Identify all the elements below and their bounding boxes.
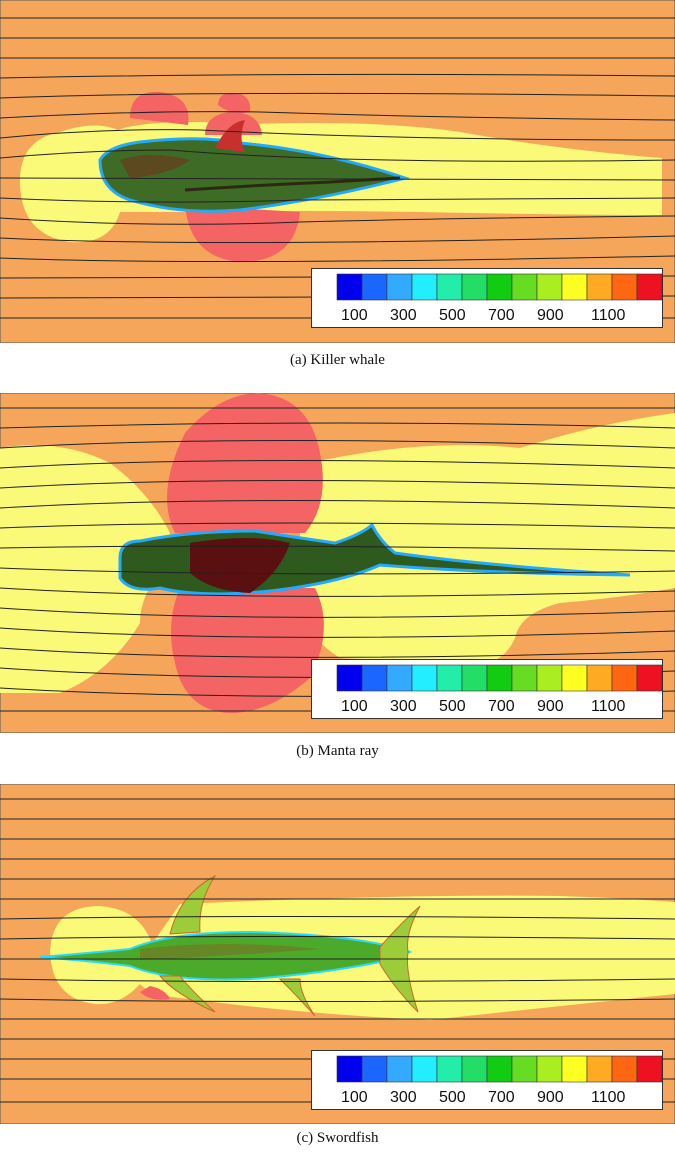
caption-c: (c) Swordfish [296,1130,379,1146]
colorbar-tick-label: 100 [341,1089,368,1106]
colorbar-swatch [636,273,663,301]
colorbar-swatch [586,273,613,301]
colorbar-swatch [636,1055,663,1083]
dorsal-fin [169,874,217,935]
caption-b: (b) Manta ray [296,743,379,759]
body-shading [120,155,190,178]
body-dark-region [190,538,290,593]
dorsal-fin [215,120,245,152]
colorbar-swatch [586,1055,613,1083]
colorbar-swatch [436,1055,463,1083]
colorbar-swatch [511,273,538,301]
colorbar-swatches [336,273,663,301]
colorbar-swatches [336,664,663,692]
colorbar-tick-label: 500 [439,307,466,324]
colorbar-swatch [611,273,638,301]
colorbar-swatch [411,664,438,692]
colorbar-swatch [411,273,438,301]
colorbar-swatch [461,664,488,692]
anal-fin [278,978,316,1017]
colorbar-swatch [361,1055,388,1083]
colorbar-swatch [436,664,463,692]
colorbar-tick-label: 1100 [591,1089,626,1106]
colorbar-a: 100 300 500 700 900 1100 [311,268,663,328]
red-region-top-1 [130,91,189,125]
colorbar-swatch [386,664,413,692]
red-region-bottom [185,205,300,262]
colorbar-swatch [636,664,663,692]
swordfish-body [39,930,413,981]
colorbar-swatch [511,1055,538,1083]
colorbar-tick-label: 900 [537,698,564,715]
colorbar-tick-label: 900 [537,1089,564,1106]
colorbar-tick-label: 700 [488,698,515,715]
streamlines [0,407,675,712]
colorbar-swatch [336,1055,363,1083]
colorbar-swatch [611,664,638,692]
colorbar-swatch [561,1055,588,1083]
colorbar-swatch [536,1055,563,1083]
colorbar-swatch [386,1055,413,1083]
panel-killer-whale: 100 300 500 700 900 1100 [0,0,675,343]
killer-whale-body [98,137,411,213]
colorbar-c: 100 300 500 700 900 1100 [311,1050,663,1110]
colorbar-tick-label: 1100 [591,698,626,715]
caption-a: (a) Killer whale [290,352,385,368]
colorbar-swatch [336,273,363,301]
colorbar-swatch [361,664,388,692]
panel-swordfish: 100 300 500 700 900 1100 [0,784,675,1124]
colorbar-tick-label: 500 [439,698,466,715]
colorbar-tick-label: 900 [537,307,564,324]
colorbar-labels: 100 300 500 700 900 1100 [341,1089,626,1106]
colorbar-swatch [486,1055,513,1083]
colorbar-tick-label: 100 [341,307,368,324]
colorbar-swatch [561,664,588,692]
red-region-top-2 [205,112,262,135]
body-line [184,176,401,192]
colorbar-swatches [336,1055,663,1083]
red-region-top-3 [218,92,251,114]
colorbar-swatch [361,273,388,301]
red-region [140,986,170,1000]
colorbar-swatch [461,1055,488,1083]
colorbar-swatch [536,273,563,301]
colorbar-swatch [486,664,513,692]
red-region-bottom [171,588,324,713]
panel-manta-ray: 100 300 500 700 900 1100 [0,393,675,733]
colorbar-tick-label: 300 [390,698,417,715]
colorbar-swatch [511,664,538,692]
red-region-top [167,393,323,533]
colorbar-labels: 100 300 500 700 900 1100 [341,307,626,324]
colorbar-tick-label: 500 [439,1089,466,1106]
colorbar-swatch [336,664,363,692]
colorbar-swatch [536,664,563,692]
colorbar-swatch [436,273,463,301]
killer-whale-flow-field [0,0,675,343]
colorbar-tick-label: 300 [390,307,417,324]
pectoral-fin [158,975,216,1013]
colorbar-tick-label: 700 [488,1089,515,1106]
colorbar-swatch [586,664,613,692]
colorbar-swatch [611,1055,638,1083]
colorbar-labels: 100 300 500 700 900 1100 [341,698,626,715]
body-shading [140,944,320,960]
colorbar-tick-label: 100 [341,698,368,715]
colorbar-swatch [561,273,588,301]
colorbar-swatch [386,273,413,301]
colorbar-swatch [486,273,513,301]
colorbar-swatch [411,1055,438,1083]
colorbar-tick-label: 300 [390,1089,417,1106]
colorbar-tick-label: 700 [488,307,515,324]
colorbar-swatch [461,273,488,301]
colorbar-b: 100 300 500 700 900 1100 [311,659,663,719]
yellow-region-right [300,413,675,666]
colorbar-tick-label: 1100 [591,307,626,324]
